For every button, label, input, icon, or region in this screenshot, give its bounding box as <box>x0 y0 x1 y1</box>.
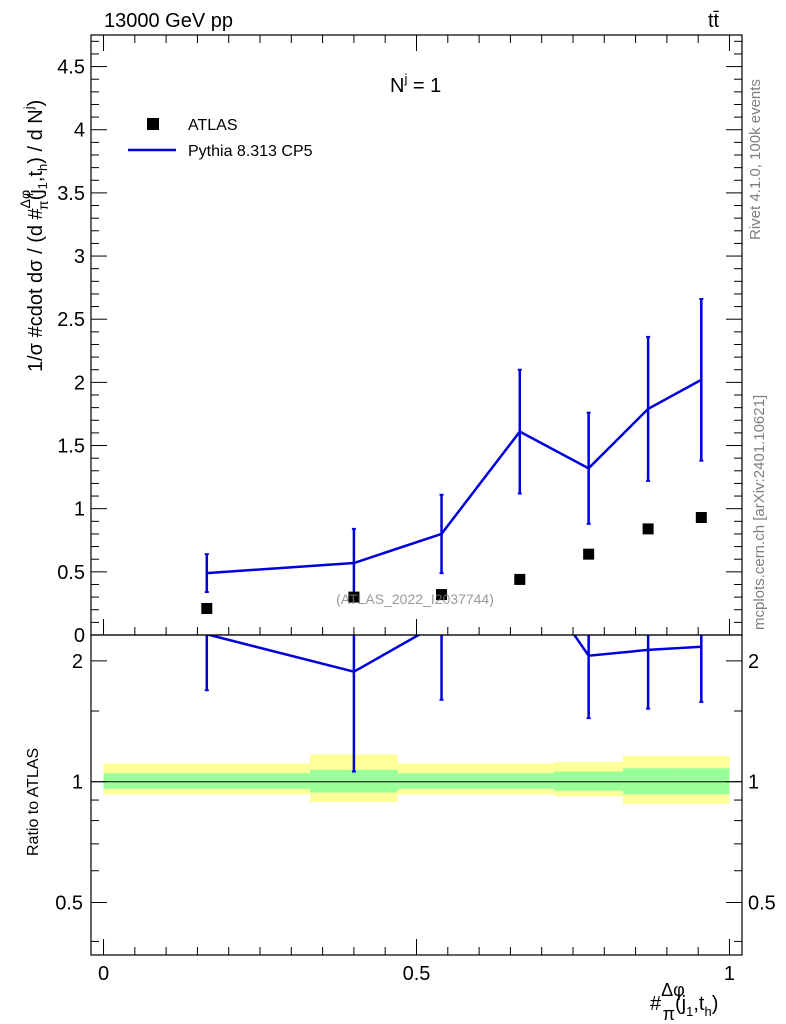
ratio-band-inner <box>554 771 624 791</box>
main-y-tick-label: 4.5 <box>57 57 85 79</box>
header-final-state-label: tt̄ <box>708 10 720 32</box>
ratio-y-tick-label: 1 <box>72 772 83 794</box>
ratio-y-axis-title: Ratio to ATLAS <box>25 748 42 856</box>
atlas-data-point <box>583 548 595 560</box>
mc-line <box>206 378 702 575</box>
x-tick-label: 0 <box>98 963 109 985</box>
ratio-band-inner <box>103 773 311 789</box>
ratio-axis-ticks <box>91 660 742 955</box>
main-y-tick-label: 2.5 <box>57 309 85 331</box>
atlas-data-point <box>201 602 213 614</box>
mcplots-reference-label: mcplots.cern.ch [arXiv:2401.10621] <box>751 395 768 630</box>
x-tick-label: 1 <box>724 963 735 985</box>
atlas-data-point <box>436 589 448 601</box>
ratio-plot-frame <box>90 634 743 956</box>
ratio-uncertainty-bands <box>91 754 742 804</box>
main-y-tick-label: 4 <box>74 120 85 142</box>
legend-atlas-marker <box>147 118 159 130</box>
x-tick-label: 0.5 <box>403 963 431 985</box>
atlas-data-point <box>642 523 654 535</box>
ratio-axis-tick-labels: 0 0.5 1 0.5 0.5 1 1 2 2 <box>55 651 776 985</box>
panel-title-nj: Nj = 1 <box>390 71 441 97</box>
ratio-y-tick-label-right: 2 <box>748 651 759 673</box>
x-axis-title: #Δφ π(j1,th) <box>650 980 718 1024</box>
rivet-version-label: Rivet 4.1.0, 100k events <box>747 79 764 240</box>
main-y-tick-label: 1 <box>74 499 85 521</box>
header-process-label: 13000 GeV pp <box>104 10 233 32</box>
main-y-tick-label: 2 <box>74 372 85 394</box>
atlas-data-point <box>514 573 526 585</box>
legend-mc-label: Pythia 8.313 CP5 <box>188 143 313 160</box>
main-axis-tick-labels: 0 0.5 1 1.5 2 2.5 3 3.5 4 4.5 <box>57 57 85 647</box>
main-series-layer <box>201 298 707 614</box>
analysis-watermark: (ATLAS_2022_I2037744) <box>336 591 494 607</box>
ratio-series-layer <box>204 635 704 773</box>
legend-atlas-label: ATLAS <box>188 117 238 134</box>
ratio-band-inner <box>397 773 555 789</box>
legend: ATLAS Pythia 8.313 CP5 <box>128 117 313 160</box>
main-y-tick-label: 0.5 <box>57 562 85 584</box>
main-y-tick-label: 3 <box>74 246 85 268</box>
main-y-tick-label: 0 <box>74 625 85 647</box>
main-y-axis-title: 1/σ #cdot dσ / (d #Δφ π(j1,th) / d Nj) <box>17 100 51 372</box>
atlas-data-point <box>348 591 360 603</box>
atlas-data-point <box>695 512 707 524</box>
ratio-band-inner <box>310 769 398 793</box>
main-y-tick-label: 1.5 <box>57 436 85 458</box>
main-axis-ticks <box>91 35 742 636</box>
ratio-mc-line <box>206 635 702 674</box>
ratio-y-tick-label-right: 0.5 <box>748 893 776 915</box>
ratio-y-tick-label: 2 <box>72 651 83 673</box>
main-y-tick-label: 3.5 <box>57 183 85 205</box>
ratio-y-tick-label-right: 1 <box>748 772 759 794</box>
ratio-y-tick-label: 0.5 <box>55 893 83 915</box>
